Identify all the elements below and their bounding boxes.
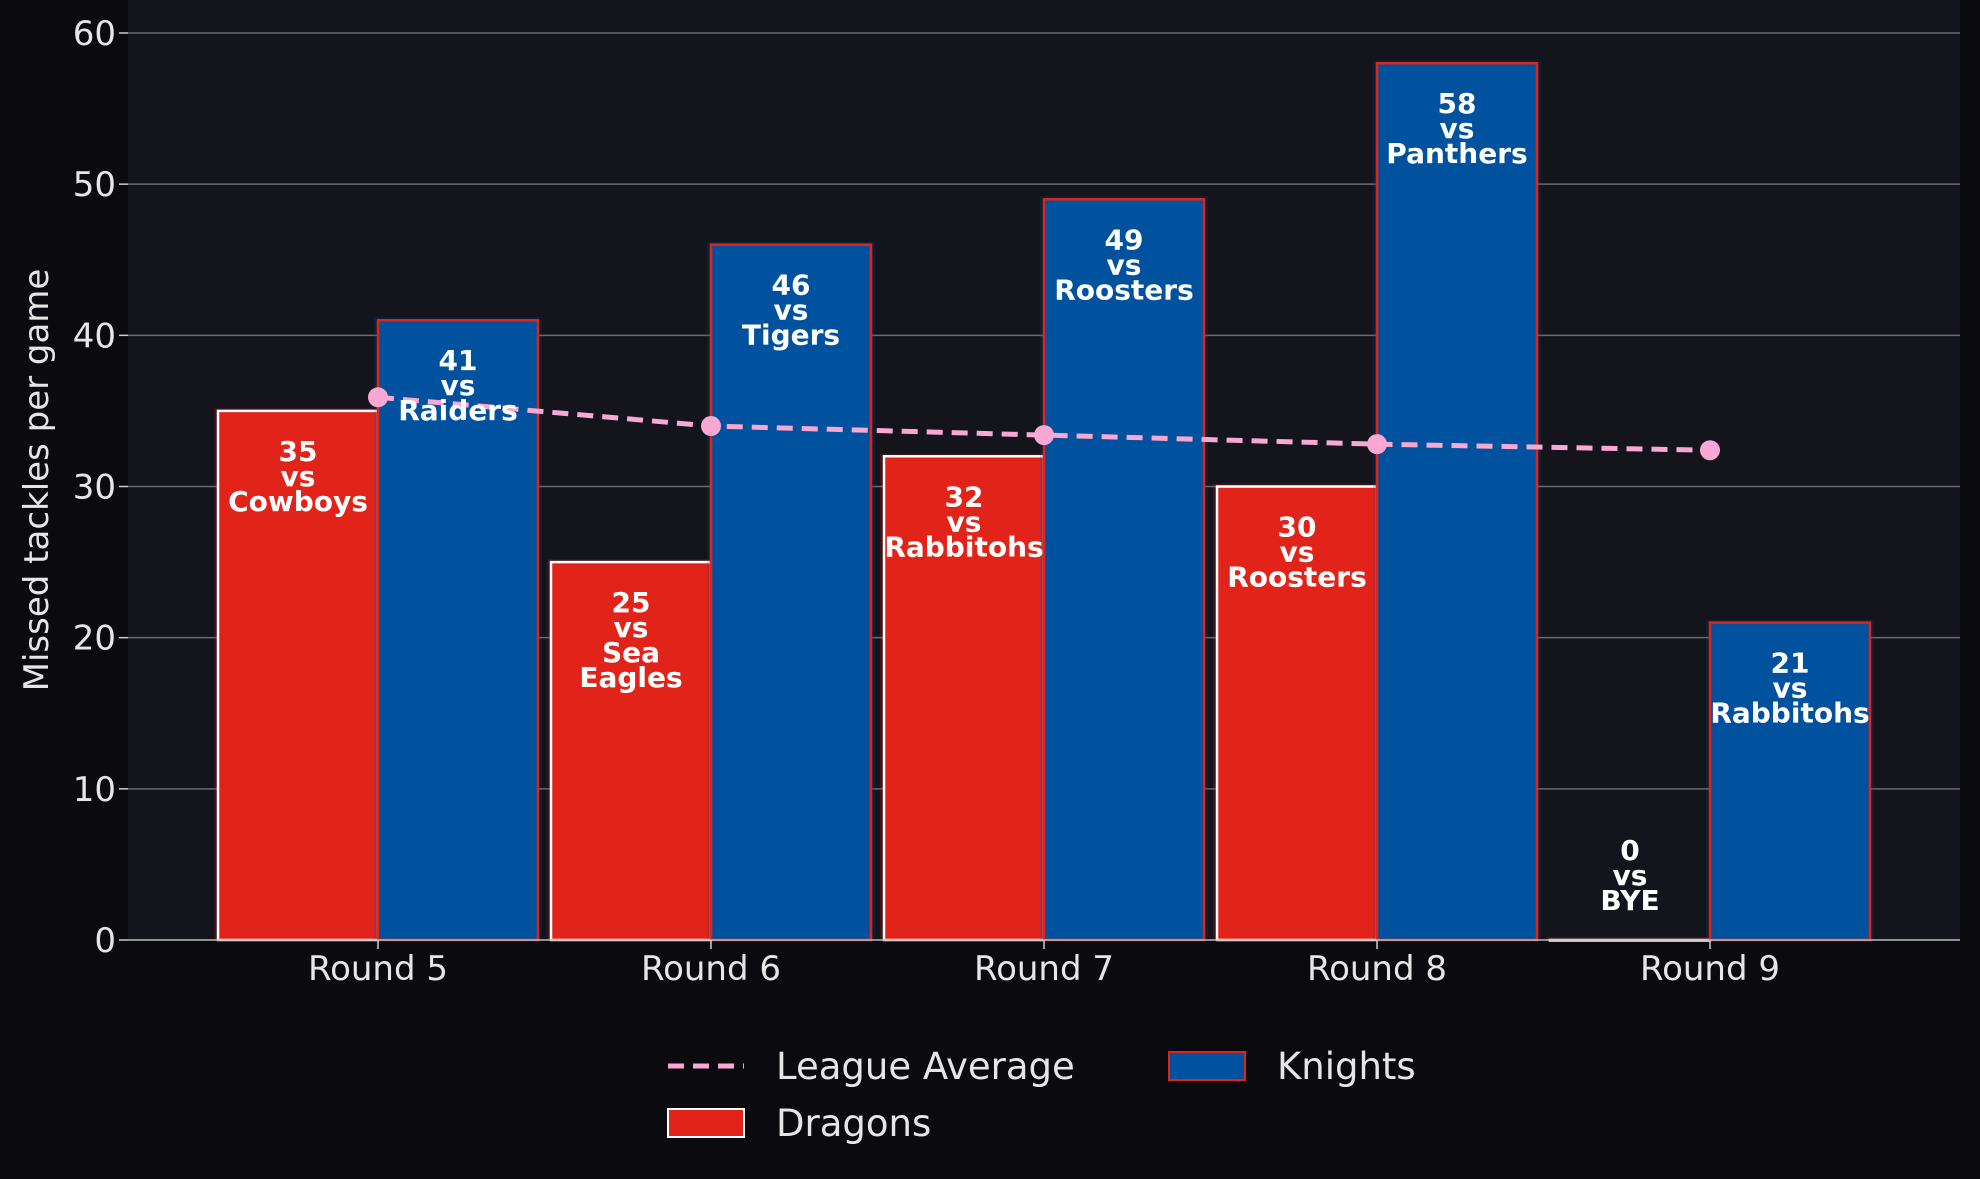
x-tick-label: Round 7	[974, 949, 1114, 989]
bar-dragons	[1215, 485, 1379, 942]
legend-label-league-average: League Average	[776, 1045, 1075, 1088]
bar-label-knights: 49 vs Roosters	[1054, 223, 1194, 306]
y-axis-ticks: 0 10 20 30 40 50 60	[73, 14, 128, 961]
bar-knights	[1042, 198, 1206, 942]
bar-label-dragons: 35 vs Cowboys	[228, 435, 368, 518]
bar-dragons	[882, 455, 1046, 942]
league-average-line	[368, 387, 1720, 461]
legend-swatch-knights	[1168, 1051, 1246, 1081]
x-tick-label: Round 9	[1640, 949, 1780, 989]
bar-dragons	[216, 409, 380, 942]
league-average-point	[1367, 434, 1387, 455]
bar-knights	[1375, 61, 1539, 942]
y-tick-label: 60	[73, 14, 116, 54]
y-tick-label: 10	[73, 770, 116, 810]
bar-label-dragons: 0 vs BYE	[1600, 834, 1659, 917]
y-axis-label: Missed tackles per game	[17, 269, 57, 692]
bar-knights	[709, 243, 873, 942]
x-axis-ticks: Round 5 Round 6 Round 7 Round 8 Round 9	[308, 940, 1780, 989]
league-average-point	[701, 416, 721, 437]
league-average-point	[1700, 440, 1720, 461]
x-tick-label: Round 8	[1307, 949, 1447, 989]
bar-labels: 35 vs Cowboys 25 vs Sea Eagles 32 vs Rabbitohs 30 v…	[228, 87, 1870, 917]
legend-swatch-dragons	[667, 1108, 745, 1138]
y-tick-label: 50	[73, 165, 116, 205]
bars	[214, 60, 1874, 942]
y-tick-label: 0	[94, 921, 116, 961]
y-tick-label: 20	[73, 619, 116, 659]
x-tick-label: Round 6	[641, 949, 781, 989]
bar-label-knights: 41 vs Raiders	[398, 344, 518, 427]
bar-label-knights: 58 vs Panthers	[1386, 87, 1527, 170]
bar-label-knights: 21 vs Rabbitohs	[1710, 647, 1869, 730]
league-average-path	[377, 394, 1711, 453]
bar-label-dragons: 25 vs Sea Eagles	[579, 586, 682, 694]
league-average-point	[368, 387, 388, 408]
bar-knights	[1708, 621, 1872, 942]
bar-label-dragons: 32 vs Rabbitohs	[884, 480, 1043, 563]
bar-label-knights: 46 vs Tigers	[742, 269, 840, 352]
x-tick-label: Round 5	[308, 949, 448, 989]
league-average-point	[1034, 425, 1054, 446]
bar-label-dragons: 30 vs Roosters	[1227, 511, 1367, 594]
y-tick-label: 30	[73, 468, 116, 508]
legend-label-dragons: Dragons	[776, 1102, 931, 1145]
legend: League Average Dragons Knights	[667, 1045, 1416, 1145]
y-tick-label: 40	[73, 316, 116, 356]
legend-label-knights: Knights	[1277, 1045, 1416, 1088]
bar-dragons	[549, 560, 713, 942]
